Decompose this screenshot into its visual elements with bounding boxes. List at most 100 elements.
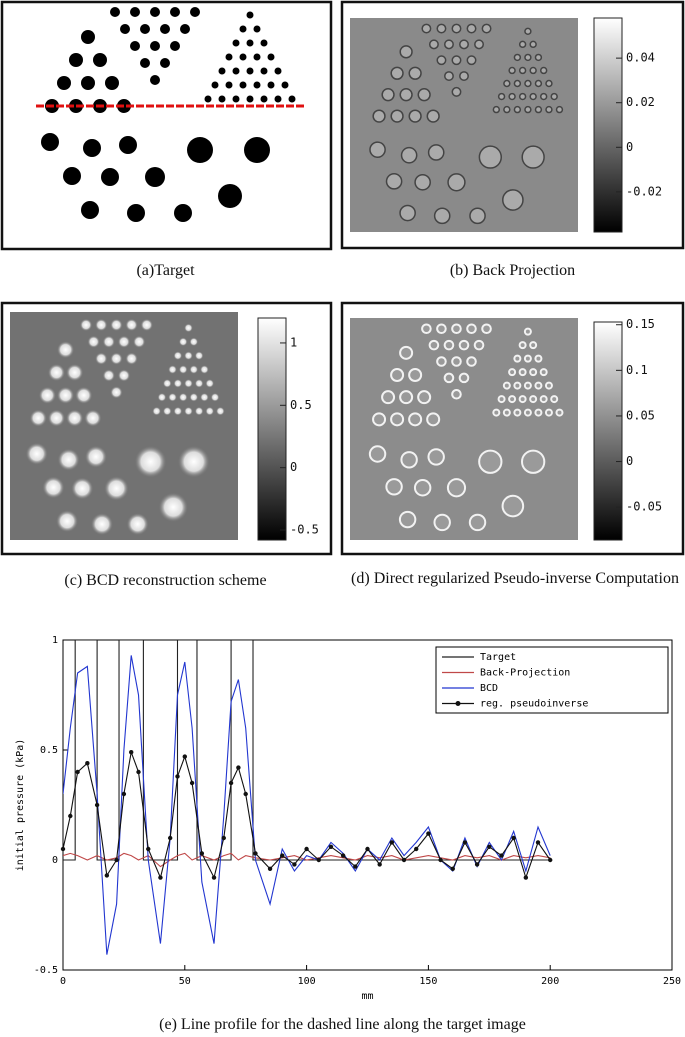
phantom-dot	[468, 513, 487, 532]
series-marker	[377, 862, 382, 867]
phantom-dot	[57, 448, 80, 471]
phantom-dot	[29, 409, 47, 427]
colorbar-tick-label: -0.05	[626, 500, 662, 514]
phantom-dot	[288, 95, 296, 103]
phantom-dot	[534, 79, 543, 88]
series-marker	[267, 866, 273, 871]
phantom-dot	[81, 76, 95, 90]
phantom-dot	[539, 66, 548, 75]
phantom-dot	[204, 95, 212, 103]
phantom-dot	[421, 323, 432, 335]
legend-label: reg. pseudoinverse	[480, 699, 588, 710]
phantom-dot	[190, 7, 200, 17]
image-background	[350, 18, 578, 232]
phantom-dot	[126, 513, 149, 536]
phantom-dot	[200, 392, 209, 402]
phantom-dot	[56, 510, 79, 533]
phantom-dot	[260, 39, 268, 47]
phantom-dot	[518, 341, 527, 350]
phantom-dot	[194, 351, 204, 360]
phantom-dot	[539, 395, 548, 404]
phantom-dot	[451, 86, 462, 97]
phantom-dot	[459, 39, 469, 50]
phantom-dot	[260, 95, 268, 103]
colorbar	[593, 17, 623, 233]
x-tick-label: 0	[60, 976, 66, 987]
phantom-dot	[478, 449, 503, 474]
phantom-dot	[518, 66, 527, 75]
series-marker	[94, 802, 100, 808]
phantom-dot	[244, 137, 270, 163]
series-line	[63, 640, 551, 861]
series-marker	[438, 857, 443, 863]
series-marker	[548, 857, 553, 863]
phantom-dot	[399, 45, 413, 59]
phantom-dot	[225, 81, 233, 89]
x-tick-label: 100	[298, 976, 316, 987]
series-marker	[146, 846, 151, 852]
phantom-dot	[200, 365, 209, 374]
series-marker	[221, 835, 226, 841]
phantom-dot	[173, 406, 183, 416]
colorbar-tick-label: 0	[626, 140, 633, 154]
series-marker	[292, 862, 297, 867]
phantom-dot	[178, 365, 188, 374]
series-marker	[304, 846, 309, 852]
phantom-dot	[127, 204, 145, 222]
series-marker	[129, 750, 134, 755]
phantom-dot	[189, 337, 199, 347]
phantom-dot	[119, 136, 137, 154]
phantom-dot	[232, 95, 240, 103]
phantom-dot	[426, 109, 440, 123]
phantom-dot	[466, 55, 477, 66]
series-marker	[511, 835, 516, 841]
phantom-dot	[246, 11, 254, 19]
phantom-dot	[523, 354, 532, 363]
phantom-dot	[414, 173, 431, 191]
phantom-dot	[545, 79, 553, 88]
phantom-dot	[69, 53, 83, 67]
phantom-dot	[184, 351, 193, 360]
phantom-dot	[41, 133, 59, 151]
phantom-dot	[253, 53, 261, 61]
phantom-dot	[529, 66, 537, 75]
phantom-dot	[443, 339, 455, 351]
series-marker	[114, 857, 119, 863]
y-tick-label: 1	[52, 635, 58, 646]
series-marker	[523, 875, 529, 880]
phantom-dot	[152, 406, 161, 416]
phantom-dot	[120, 24, 130, 34]
phantom-dot	[130, 7, 140, 17]
phantom-dot	[534, 408, 543, 417]
phantom-dot	[168, 365, 177, 374]
series-marker	[228, 780, 234, 786]
caption: (d) Direct regularized Pseudo-inverse Co…	[351, 570, 679, 587]
phantom-dot	[84, 409, 102, 427]
phantom-dot	[444, 39, 454, 50]
legend-marker	[455, 701, 461, 706]
phantom-dot	[399, 88, 413, 102]
phantom-dot	[178, 337, 188, 347]
legend-label: BCD	[480, 683, 498, 694]
phantom-dot	[385, 173, 403, 190]
phantom-dot	[102, 335, 115, 348]
phantom-dot	[162, 406, 172, 416]
phantom-dot	[492, 105, 501, 114]
phantom-dot	[513, 408, 522, 417]
phantom-dot	[529, 40, 537, 49]
phantom-dot	[102, 369, 115, 382]
phantom-dot	[539, 368, 548, 377]
series-marker	[75, 769, 80, 775]
phantom-dot	[399, 204, 416, 222]
phantom-dot	[417, 88, 431, 102]
phantom-dot	[443, 372, 455, 384]
phantom-dot	[555, 105, 564, 114]
series-marker	[104, 873, 110, 878]
phantom-dot	[57, 76, 71, 90]
phantom-dot	[508, 92, 516, 101]
phantom-dot	[413, 479, 432, 497]
phantom-dot	[38, 386, 56, 404]
caption: (e) Line profile for the dashed line alo…	[159, 1016, 526, 1033]
phantom-dot	[544, 381, 553, 390]
phantom-dot	[459, 71, 469, 82]
